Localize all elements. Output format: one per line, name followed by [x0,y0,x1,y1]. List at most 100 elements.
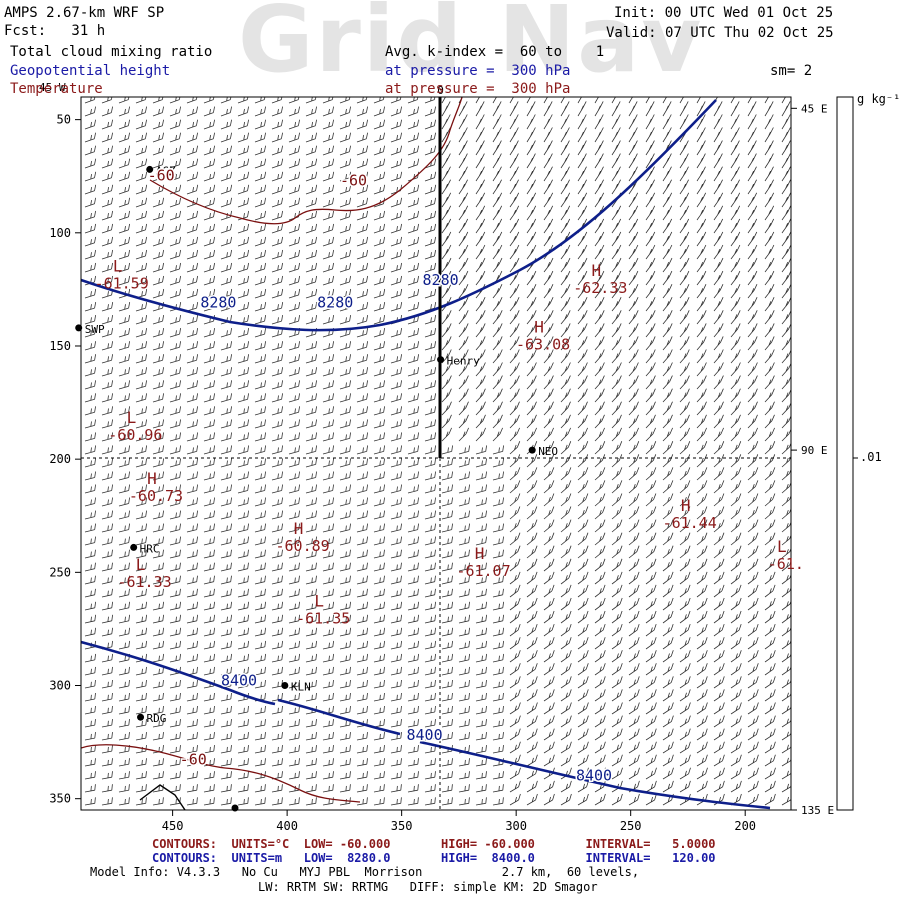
colorbar [836,96,858,811]
top-meridian-label: 0 [437,84,444,97]
extremum-kind: H [294,519,304,538]
field-cloud-mixing: Total cloud mixing ratio [10,44,213,60]
extremum-value: -61.35 [296,609,350,627]
station-dot-bottom [231,804,239,812]
y-tick-label: 200 [49,452,71,466]
height-contour-label: 8280 [200,294,236,312]
extremum-value: -61. [768,555,804,573]
footer-model-info: Model Info: V4.3.3 No Cu MYJ PBL Morriso… [90,865,640,879]
y-tick-label: 50 [57,113,71,127]
height-labels: 8280 8280 8280 8400 8400 8400 [199,269,614,786]
footer-height-contours: CONTOURS: UNITS=m LOW= 8280.0 HIGH= 8400… [152,851,716,865]
y-tick-label: 250 [49,565,71,579]
temperature-contours [81,97,463,803]
x-tick-label: 350 [391,819,413,833]
station-label: AGZ [156,164,176,177]
x-tick-label: 450 [162,819,184,833]
extremum-value: -61.59 [95,274,149,292]
colorbar-box [836,96,854,811]
init-time: Init: 00 UTC Wed 01 Oct 25 [614,5,834,21]
height-contour-label: 8400 [221,672,257,690]
station-dot [281,682,289,690]
k-index-average: Avg. k-index = 60 to 1 [385,44,605,60]
temp-contour-north [149,97,463,225]
x-tick-label: 300 [505,819,527,833]
extremum-value: -60.73 [129,487,183,505]
station-label: KLN [291,681,311,694]
station-dot [146,165,154,173]
y-tick-label: 100 [49,226,71,240]
extremum-value: -62.33 [573,279,627,297]
right-axis-label: 90 E [801,444,828,457]
extremum-value: -63.08 [516,335,570,353]
extremum-kind: H [534,317,544,336]
station-dot [130,543,138,551]
extremum-kind: H [147,469,157,488]
height-contour-8400-west [81,640,276,706]
extrema-labels: L-61.59H-62.33H-63.08L-60.96H-60.73H-60.… [95,256,804,627]
extremum-kind: H [681,496,691,515]
model-title: AMPS 2.67-km WRF SP [4,5,165,21]
temp-contour-label: -60 [180,751,207,769]
stations: AGZ SWP Henry NEO HRC KLN RDG [75,164,558,725]
x-tick-label: 250 [620,819,642,833]
left-meridian-label: 45 W [39,81,66,94]
height-contour-label: 8400 [576,767,612,785]
height-contour-8400-east [277,698,401,736]
field-geopotential: Geopotential height [10,63,171,79]
extremum-kind: L [777,537,787,556]
station-dot [528,446,536,454]
y-tick-label: 300 [49,679,71,693]
extremum-value: -61.44 [663,514,717,532]
extremum-value: -61.33 [117,573,171,591]
temp-contour-south [81,744,361,803]
station-label: HRC [140,542,160,555]
height-contour-label: 8280 [423,271,459,289]
footer-temp-contours: CONTOURS: UNITS=°C LOW= -60.000 HIGH= -6… [152,837,716,851]
station-dot [437,356,445,364]
colorbar-value: .01 [860,450,882,464]
extremum-value: -60.96 [108,426,162,444]
pressure-level-temp: at pressure = 300 hPa [385,81,571,97]
x-tick-label: 200 [734,819,756,833]
temperature-labels: -60 -60 -60 [146,165,368,770]
gridnav-watermark: Grid Nav [238,0,704,93]
extremum-value: -61.07 [456,562,510,580]
height-contour-8280 [81,99,717,332]
y-tick-label: 150 [49,339,71,353]
extremum-kind: H [475,544,485,563]
plot-frame [80,96,792,811]
right-axis-label: 135 E [801,804,834,817]
smoothing: sm= 2 [770,63,813,79]
height-contour-label: 8400 [406,726,442,744]
y-tick-label: 350 [49,792,71,806]
station-label: NEO [538,445,558,458]
extremum-value: -60.89 [275,537,329,555]
height-contours [81,99,771,810]
height-contour-8400-far [419,740,771,810]
wind-barbs [84,97,791,806]
axes: 450 400 350 300 250 200 50 100 150 200 250 300 350 45… [39,81,834,833]
colorbar-units: g kg⁻¹ [857,92,900,106]
extremum-kind: L [136,555,146,574]
station-dot [137,713,145,721]
pressure-level-geo: at pressure = 300 hPa [385,63,571,79]
valid-time: Valid: 07 UTC Thu 02 Oct 25 [606,25,834,41]
x-tick-label: 400 [276,819,298,833]
extremum-kind: L [314,591,324,610]
forecast-hour: Fcst: 31 h [4,23,106,39]
station-label: RDG [147,712,167,725]
temp-contour-label: -60 [148,167,175,185]
temp-contour-label: -60 [340,171,367,189]
height-contour-label: 8280 [317,294,353,312]
station-label: Henry [447,355,480,368]
footer-physics: LW: RRTM SW: RRTMG DIFF: simple KM: 2D S… [258,880,598,894]
extremum-kind: L [113,256,123,275]
right-axis-label: 45 E [801,102,828,115]
field-temperature: Temperature [10,81,103,97]
station-dot [75,324,83,332]
wind-barb-field [84,97,791,806]
coastline-fragment [139,784,186,811]
station-label: SWP [85,323,105,336]
